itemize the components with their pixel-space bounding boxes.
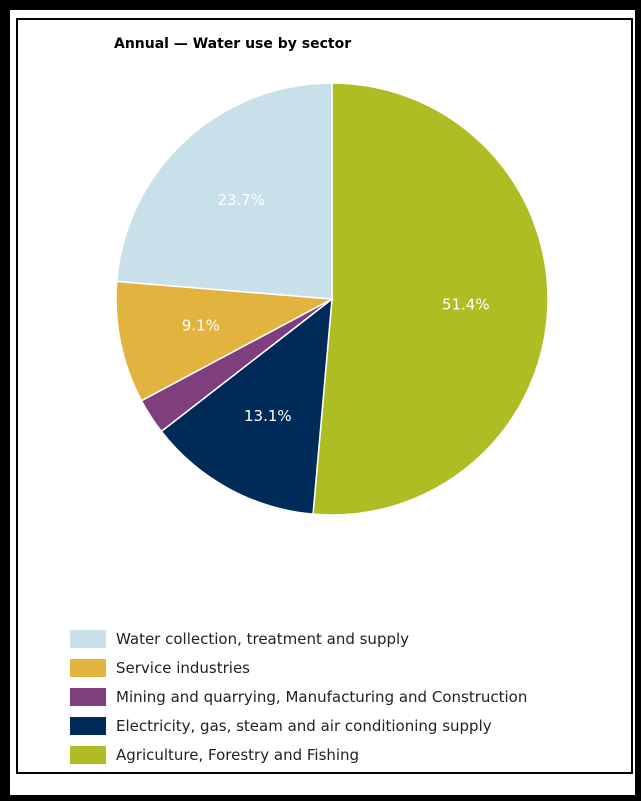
legend-item[interactable]: Mining and quarrying, Manufacturing and … <box>70 682 527 711</box>
pie-labels: 51.4% 13.1% 9.1% 23.7% <box>182 191 490 425</box>
pie-data-label: 23.7% <box>217 191 265 209</box>
chart-title: Annual — Water use by sector <box>114 36 352 52</box>
legend-item[interactable]: Electricity, gas, steam and air conditio… <box>70 711 527 740</box>
legend-swatch <box>70 629 106 648</box>
pie-slice-service-industries[interactable] <box>115 280 335 402</box>
legend-label: Mining and quarrying, Manufacturing and … <box>116 687 528 706</box>
legend-swatch <box>70 745 106 764</box>
pie-slice-agriculture-forestry-and-fishing[interactable] <box>312 82 549 516</box>
pie-slice-electricity-gas-steam-and-air-conditioning-supply[interactable] <box>160 297 333 515</box>
legend-item[interactable]: Water collection, treatment and supply <box>70 624 527 653</box>
chart-legend: Water collection, treatment and supply Se… <box>70 624 527 769</box>
legend-swatch <box>70 687 106 706</box>
pie-data-label: 13.1% <box>244 407 292 425</box>
legend-label: Water collection, treatment and supply <box>116 629 410 648</box>
legend-label: Agriculture, Forestry and Fishing <box>116 745 360 764</box>
pie-slices <box>115 82 549 516</box>
legend-label: Service industries <box>116 658 250 677</box>
legend-label: Electricity, gas, steam and air conditio… <box>116 716 492 735</box>
legend-item[interactable]: Service industries <box>70 653 527 682</box>
pie-slice-water-collection-treatment-and-supply[interactable] <box>115 82 333 300</box>
legend-swatch <box>70 716 106 735</box>
legend-item[interactable]: Agriculture, Forestry and Fishing <box>70 740 527 769</box>
pie-data-label: 9.1% <box>182 317 220 335</box>
pie-data-label: 51.4% <box>442 295 490 313</box>
legend-swatch <box>70 658 106 677</box>
